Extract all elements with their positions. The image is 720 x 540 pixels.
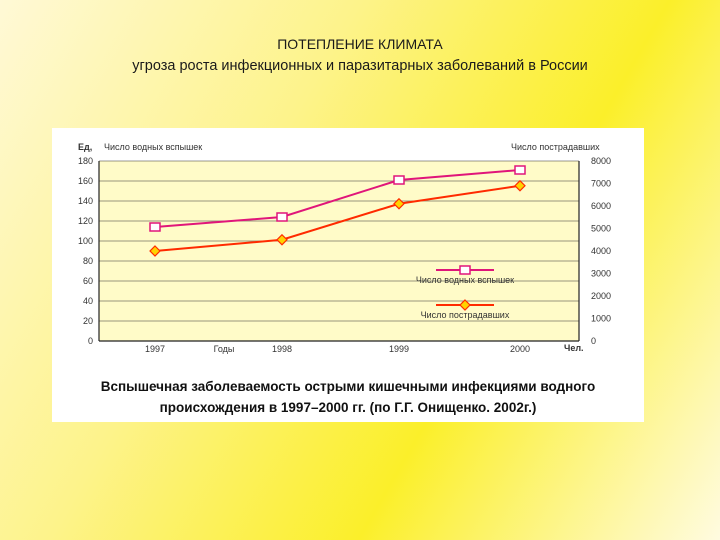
y-tick-label-right: 3000 bbox=[591, 269, 611, 279]
caption-line-1: Вспышечная заболеваемость острыми кишечн… bbox=[100, 379, 596, 394]
y-tick-label-right: 2000 bbox=[591, 291, 611, 301]
chart-panel: 0 20 40 60 80 100 120 140 160 180 0 1000 2000 3000 400… bbox=[52, 128, 644, 422]
x-tick-label: 2000 bbox=[510, 344, 530, 354]
x-tick-label: 1997 bbox=[145, 344, 165, 354]
data-point-square bbox=[276, 212, 288, 222]
series-line bbox=[154, 169, 521, 228]
y-tick-label-left: 60 bbox=[83, 276, 93, 286]
y-tick-label-right: 0 bbox=[591, 336, 596, 346]
y-tick-label-right: 1000 bbox=[591, 314, 611, 324]
slide-subtitle: угроза роста инфекционных и паразитарных… bbox=[132, 58, 588, 74]
line-chart: 0 20 40 60 80 100 120 140 160 180 0 1000 2000 3000 400… bbox=[78, 142, 611, 354]
y-tick-label-left: 0 bbox=[88, 336, 93, 346]
y-tick-label-left: 160 bbox=[78, 176, 93, 186]
x-tick-label: 1999 bbox=[389, 344, 409, 354]
x-axis-label: Годы bbox=[214, 344, 235, 354]
series-line bbox=[154, 184, 521, 252]
y-tick-label-left: 80 bbox=[83, 256, 93, 266]
legend-label: Число пострадавших bbox=[421, 310, 510, 320]
data-point-diamond bbox=[149, 245, 161, 257]
plot-area bbox=[99, 161, 579, 341]
left-axis-title: Число водных вспышек bbox=[104, 142, 202, 152]
y-tick-label-left: 40 bbox=[83, 296, 93, 306]
legend-swatch-marker bbox=[459, 265, 471, 275]
y-tick-label-right: 6000 bbox=[591, 201, 611, 211]
y-tick-label-right: 7000 bbox=[591, 179, 611, 189]
right-axis-title: Число пострадавших bbox=[511, 142, 600, 152]
slide-title: ПОТЕПЛЕНИЕ КЛИМАТА bbox=[277, 36, 443, 52]
y-tick-label-left: 120 bbox=[78, 216, 93, 226]
data-point-diamond bbox=[276, 233, 288, 246]
data-point-diamond bbox=[393, 197, 405, 210]
data-point-diamond bbox=[514, 179, 526, 192]
caption-line-2: происхождения в 1997–2000 гг. (по Г.Г. О… bbox=[159, 400, 537, 415]
data-point-square bbox=[514, 165, 526, 175]
legend-swatch-marker bbox=[459, 299, 471, 311]
legend-label: Число водных вспышек bbox=[416, 275, 514, 285]
y-tick-label-left: 180 bbox=[78, 156, 93, 166]
x-tick-label: 1998 bbox=[272, 344, 292, 354]
left-axis-unit: Ед, bbox=[78, 142, 92, 152]
chart-caption: Вспышечная заболеваемость острыми кишечн… bbox=[52, 376, 644, 418]
data-point-square bbox=[393, 175, 405, 185]
y-tick-label-left: 140 bbox=[78, 196, 93, 206]
y-tick-label-right: 5000 bbox=[591, 224, 611, 234]
data-point-square bbox=[149, 222, 161, 232]
y-tick-label-left: 100 bbox=[78, 236, 93, 246]
y-tick-label-right: 8000 bbox=[591, 156, 611, 166]
y-tick-label-left: 20 bbox=[83, 316, 93, 326]
right-axis-unit: Чел. bbox=[564, 343, 584, 353]
y-tick-label-right: 4000 bbox=[591, 246, 611, 256]
